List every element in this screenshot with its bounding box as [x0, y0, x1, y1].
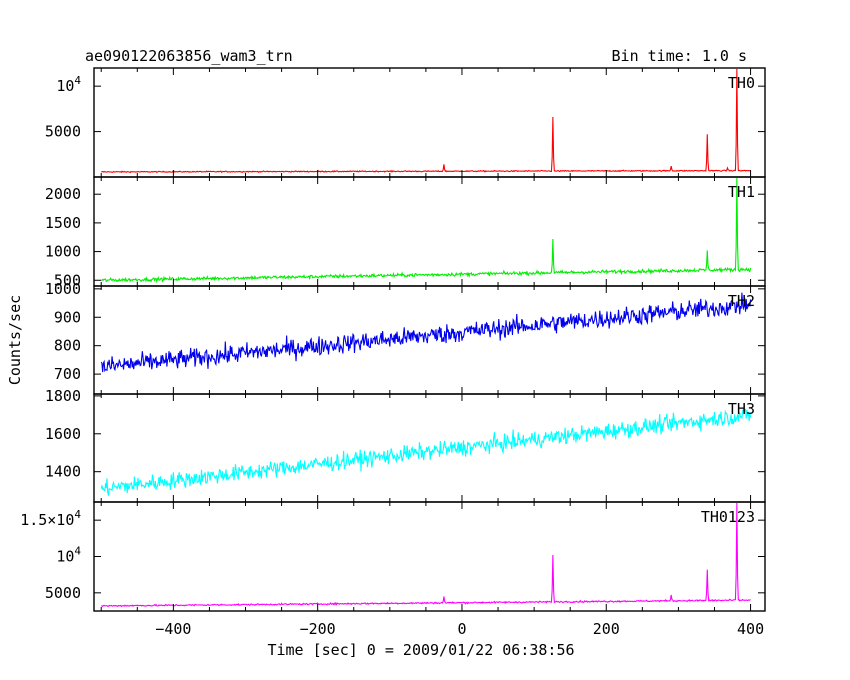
panel-frame	[93, 285, 766, 395]
series-line-th1	[100, 177, 752, 284]
panel-label-th2: TH2	[728, 292, 755, 310]
panel-frame	[93, 501, 766, 612]
x-tick-label: 0	[457, 620, 466, 638]
panel-frame	[93, 67, 766, 178]
series-line-th0123	[101, 502, 751, 608]
y-tick-label: 1000	[45, 243, 81, 261]
panel-th1: 500 1000 1500 2000 TH1	[45, 176, 766, 289]
y-axis-label: Counts/sec	[6, 295, 24, 385]
series-line-th3	[100, 408, 752, 496]
y-tick-label: 1.5×104	[20, 508, 81, 529]
panel-th0: 5000 104 TH0	[45, 67, 766, 178]
panel-th3: 1400 1600 1800 TH3	[45, 387, 766, 503]
panel-label-th3: TH3	[728, 400, 755, 418]
bin-time-label: Bin time: 1.0 s	[612, 47, 747, 65]
y-tick-label: 900	[54, 308, 81, 326]
panel-frame	[93, 176, 766, 287]
y-tick-label: 1800	[45, 387, 81, 405]
y-tick-label: 800	[54, 337, 81, 355]
y-tick-label: 1500	[45, 214, 81, 232]
y-tick-label: 5000	[45, 123, 81, 141]
y-tick-label: 104	[56, 545, 81, 566]
x-tick-label: −400	[155, 620, 191, 638]
series-line-th0	[101, 68, 751, 174]
y-tick-label: 104	[56, 74, 81, 95]
x-tick-label: −200	[300, 620, 336, 638]
series-line-th2	[100, 292, 752, 373]
y-tick-label: 700	[54, 365, 81, 383]
x-axis-label: Time [sec] 0 = 2009/01/22 06:38:56	[267, 641, 574, 659]
panel-label-th0: TH0	[728, 74, 755, 92]
x-tick-label: 200	[593, 620, 620, 638]
y-tick-label: 1400	[45, 463, 81, 481]
panel-label-th1: TH1	[728, 183, 755, 201]
panel-label-th0123: TH0123	[701, 508, 755, 526]
chart-title: ae090122063856_wam3_trn	[85, 47, 293, 65]
y-tick-label: 2000	[45, 185, 81, 203]
y-tick-label: 1600	[45, 425, 81, 443]
y-tick-label: 1000	[45, 280, 81, 298]
panel-th2: 700 800 900 1000 TH2	[45, 280, 766, 395]
y-tick-label: 500	[54, 271, 81, 289]
x-tick-label: 400	[737, 620, 764, 638]
y-tick-label: 5000	[45, 584, 81, 602]
panel-th0123: 5000 104 1.5×104 TH0123	[20, 501, 766, 612]
